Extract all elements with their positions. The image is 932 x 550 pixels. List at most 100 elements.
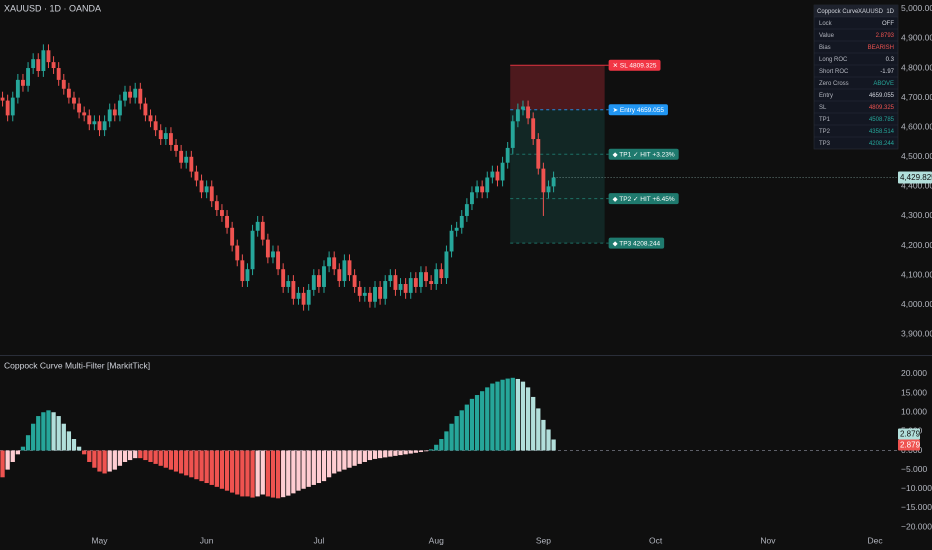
histogram-bar: [46, 410, 51, 451]
histogram-bar: [505, 378, 510, 451]
tag-label: ➤ Entry 4659.055: [613, 107, 665, 114]
candle-body: [133, 88, 138, 98]
candle-body: [357, 286, 362, 296]
candle-body: [306, 289, 311, 305]
histogram-bar: [275, 450, 281, 499]
histogram-bar: [423, 450, 429, 452]
candle-body: [378, 286, 383, 299]
candle-body: [541, 168, 546, 193]
candle-body: [107, 109, 112, 122]
histogram-bar: [265, 450, 271, 497]
histogram-bar: [138, 450, 143, 459]
histogram-bar: [25, 435, 31, 451]
table-row-label: Entry: [819, 93, 833, 99]
candle-body: [174, 144, 178, 151]
candle-body: [199, 180, 204, 193]
candle-body: [515, 109, 520, 122]
y-tick-label: 4,300.000: [901, 210, 932, 220]
table-header-cell: 1D: [886, 9, 894, 15]
candle-body: [15, 79, 20, 98]
candle-body: [250, 230, 255, 270]
histogram-bar: [413, 450, 418, 453]
histogram-bar: [316, 450, 322, 484]
histogram-bar: [454, 416, 459, 451]
candle-body: [66, 88, 71, 98]
histogram-bar: [41, 412, 46, 451]
candle-body: [449, 230, 454, 252]
reward-zone: [510, 109, 605, 244]
candle-body: [311, 275, 316, 290]
histogram-bar: [439, 439, 444, 451]
histogram-bar: [301, 450, 306, 489]
candle-body: [260, 221, 265, 240]
histogram-bar: [296, 450, 301, 491]
x-tick-label: Jun: [200, 535, 214, 545]
candle-body: [97, 121, 102, 131]
histogram-bar: [464, 404, 470, 451]
candle-body: [470, 192, 474, 205]
histogram-bar: [321, 450, 327, 482]
candle-body: [148, 115, 153, 122]
histogram-bar: [485, 387, 490, 451]
histogram-bar: [367, 450, 373, 461]
candle-body: [546, 186, 551, 193]
histogram-bar: [480, 391, 485, 451]
histogram-bar: [36, 416, 41, 451]
table-row-label: Short ROC: [819, 69, 849, 75]
y-tick-label: −5.000: [901, 464, 928, 474]
table-header-cell: Coppock Curve: [817, 9, 859, 15]
histogram-bar: [515, 378, 521, 451]
candle-body: [398, 284, 403, 290]
candle-body: [388, 275, 393, 282]
candle-body: [235, 245, 240, 261]
table-row-label: Zero Cross: [819, 81, 849, 87]
histogram-bar: [347, 450, 352, 468]
table-row-value: OFF: [882, 21, 894, 27]
candle-body: [408, 278, 413, 293]
histogram-bar: [260, 450, 265, 495]
y-tick-label: 4,900.000: [901, 33, 932, 43]
candle-body: [429, 281, 434, 284]
candle-body: [521, 106, 525, 110]
candle-body: [316, 275, 321, 287]
candle-body: [444, 251, 449, 279]
y-tick-label: 4,600.000: [901, 121, 932, 131]
histogram-bar: [51, 412, 56, 451]
x-tick-label: Oct: [649, 535, 663, 545]
candle-body: [61, 79, 66, 89]
histogram-bar: [536, 408, 541, 451]
candle-body: [72, 97, 76, 104]
candle-body: [82, 112, 87, 116]
trade-level-tag: ✕ SL 4809.325: [608, 59, 661, 71]
table-row-value: ABOVE: [873, 81, 894, 87]
table-header-bg: [814, 5, 898, 17]
candle-body: [322, 266, 326, 287]
histogram-bar: [189, 450, 194, 478]
histogram-bar: [214, 450, 219, 487]
histogram-bar: [372, 450, 378, 459]
histogram-bar: [5, 450, 10, 470]
histogram-bar: [235, 450, 240, 495]
candle-body: [36, 59, 41, 71]
candle-body: [276, 251, 281, 270]
y-tick-label: 10.000: [901, 406, 927, 416]
candle-body: [383, 281, 388, 299]
histogram-bar: [459, 410, 464, 451]
candle-body: [281, 269, 286, 287]
candle-body: [179, 150, 184, 163]
candle-body: [413, 278, 418, 287]
value-tag-label: 2.879: [900, 430, 921, 439]
candle-body: [143, 103, 148, 116]
table-row-label: Value: [819, 33, 835, 39]
candle-body: [480, 186, 485, 193]
histogram-bar: [270, 450, 276, 498]
histogram-bar: [112, 450, 117, 470]
histogram-bar: [15, 450, 21, 455]
table-row-label: Long ROC: [819, 57, 848, 63]
histogram-bar: [255, 450, 260, 497]
histogram-bar: [20, 446, 26, 451]
histogram-bar: [92, 450, 97, 468]
x-tick-label: May: [91, 535, 108, 545]
candle-body: [286, 281, 291, 287]
histogram-bar: [510, 377, 515, 451]
